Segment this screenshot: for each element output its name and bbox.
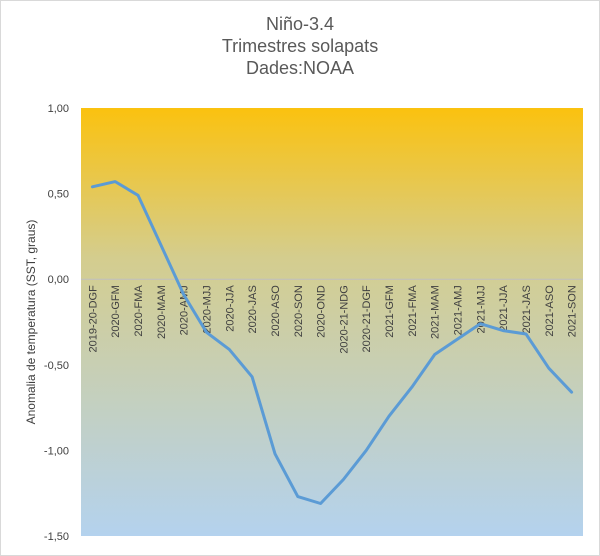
x-tick-label: 2020-OND bbox=[316, 285, 328, 338]
x-tick-label: 2020-21-DGF bbox=[361, 285, 373, 353]
x-tick-label: 2020-AMJ bbox=[179, 285, 191, 335]
chart-title-line-3: Dades:NOAA bbox=[245, 58, 355, 78]
y-tick-label: 0,00 bbox=[48, 274, 69, 286]
chart-title-line-2: Trimestres solapats bbox=[221, 36, 379, 56]
x-tick-label: 2020-GFM bbox=[110, 285, 122, 338]
x-tick-label: 2020-JAS bbox=[247, 285, 259, 333]
x-tick-label: 2019-20-DGF bbox=[87, 285, 99, 353]
chart-title: Niño-3.4 Trimestres solapats Dades:NOAA bbox=[1, 13, 599, 79]
y-tick-label: 0,50 bbox=[48, 189, 69, 201]
x-axis-ticks: 2019-20-DGF 2020-GFM 2020-FMA 2020-MAM 2020-… bbox=[87, 285, 578, 354]
x-tick-label: 2021-GFM bbox=[384, 285, 396, 338]
x-tick-label: 2020-SON bbox=[293, 285, 305, 337]
x-tick-label: 2020-FMA bbox=[133, 285, 145, 337]
x-tick-label: 2021-MAM bbox=[430, 285, 442, 339]
x-tick-label: 2021-ASO bbox=[544, 285, 556, 337]
y-tick-label: 1,00 bbox=[48, 103, 69, 115]
x-tick-label: 2021-AMJ bbox=[453, 285, 465, 335]
y-axis-label: Anomalia de temperatura (SST, graus) bbox=[24, 220, 38, 425]
x-tick-label: 2021-FMA bbox=[407, 285, 419, 337]
x-tick-label: 2020-ASO bbox=[270, 285, 282, 337]
x-tick-label: 2021-JJA bbox=[498, 285, 510, 332]
y-axis-ticks: 1,00 0,50 0,00 -0,50 -1,00 -1,50 bbox=[44, 103, 69, 543]
x-tick-label: 2020-MJJ bbox=[202, 285, 214, 333]
series-line bbox=[90, 180, 574, 505]
y-tick-label: -1,50 bbox=[44, 531, 69, 543]
x-tick-label: 2020-JJA bbox=[224, 285, 236, 332]
chart-title-line-1: Niño-3.4 bbox=[265, 14, 335, 34]
plot-area bbox=[81, 108, 583, 536]
x-tick-label: 2021-SON bbox=[567, 285, 579, 337]
y-tick-label: -1,00 bbox=[44, 445, 69, 457]
x-tick-label: 2020-21-NDG bbox=[338, 285, 350, 353]
y-tick-label: -0,50 bbox=[44, 360, 69, 372]
x-tick-label: 2021-JAS bbox=[521, 285, 533, 333]
x-tick-label: 2021-MJJ bbox=[475, 285, 487, 333]
x-tick-label: 2020-MAM bbox=[156, 285, 168, 339]
